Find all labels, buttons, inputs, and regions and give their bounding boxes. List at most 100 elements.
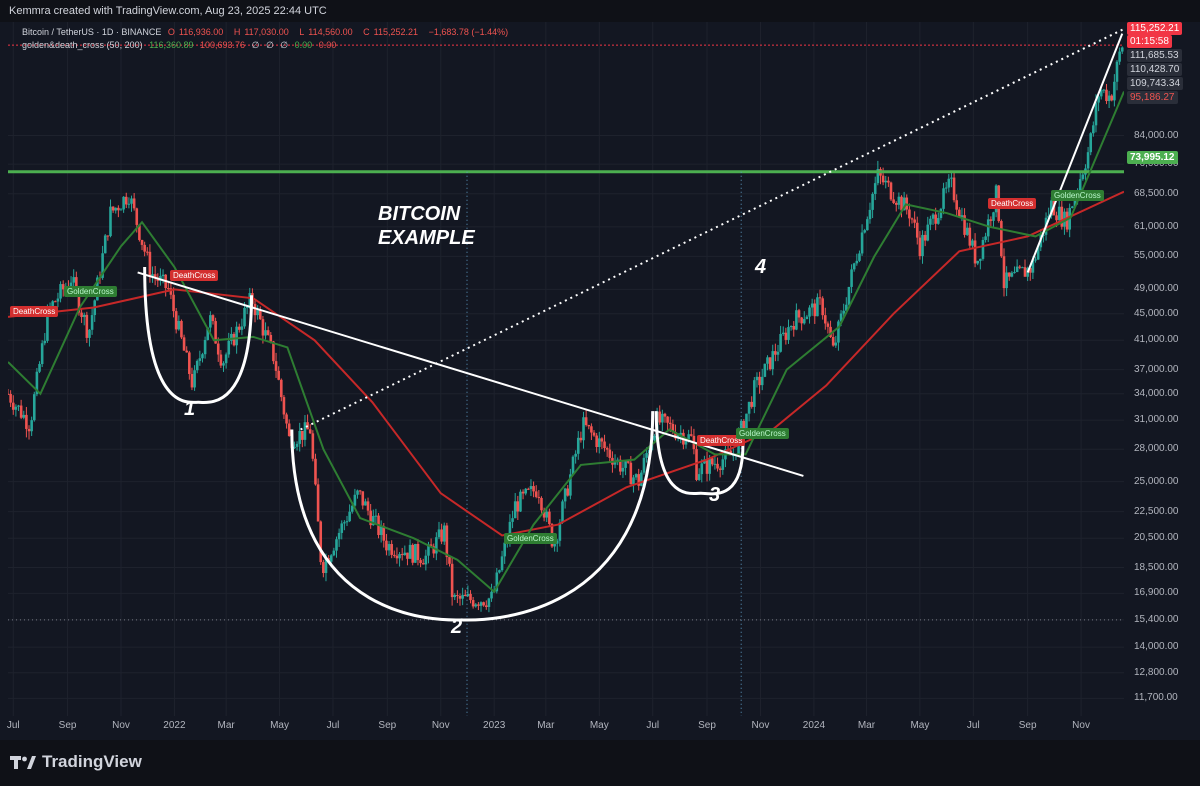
candle-body — [548, 511, 551, 524]
candle-body — [555, 540, 559, 544]
candle-body — [308, 429, 312, 434]
candle-body — [322, 562, 325, 574]
candle-body — [1078, 179, 1082, 191]
price-tick-label: 25,000.00 — [1134, 475, 1179, 487]
candle-body — [353, 494, 357, 506]
price-tick-label: 37,000.00 — [1134, 363, 1179, 375]
candle-body — [1028, 267, 1032, 273]
candle-body — [984, 236, 987, 241]
price-chart[interactable] — [8, 22, 1124, 716]
candle-body — [1107, 95, 1111, 102]
candle-body — [989, 219, 993, 221]
candle-body — [411, 544, 415, 563]
symbol-name: Bitcoin / TetherUS · 1D · BINANCE — [22, 27, 162, 37]
candle-body — [753, 380, 756, 407]
candle-body — [416, 543, 420, 561]
candle-body — [466, 593, 470, 596]
candle-body — [666, 416, 669, 423]
candle-body — [771, 351, 775, 370]
candle-body — [973, 240, 977, 264]
candle-body — [203, 339, 207, 355]
candle-body — [85, 314, 89, 338]
candle-body — [419, 560, 422, 564]
close-value: 115,252.21 — [373, 27, 419, 37]
candle-body — [792, 326, 796, 330]
candle-body — [561, 501, 564, 523]
candle-body — [1002, 256, 1006, 289]
candle-body — [668, 422, 672, 425]
candle-body — [640, 472, 643, 486]
candle-body — [1007, 272, 1011, 277]
candle-body — [429, 544, 433, 547]
neckline-trendline — [137, 271, 804, 477]
candle-body — [440, 529, 443, 542]
candle-body — [385, 540, 388, 551]
time-tick-label: Sep — [378, 720, 397, 731]
candle-body — [1113, 81, 1116, 101]
candle-body — [406, 552, 409, 559]
candle-body — [248, 293, 252, 307]
candle-body — [884, 180, 888, 183]
price-tick-label: 16,900.00 — [1134, 587, 1179, 599]
candle-body — [787, 327, 790, 340]
candle-body — [427, 544, 430, 556]
candle-body — [335, 539, 338, 551]
candle-body — [424, 555, 428, 565]
candle-body — [689, 434, 693, 436]
candle-body — [847, 286, 851, 305]
candle-body — [145, 251, 149, 253]
candle-body — [56, 298, 60, 302]
time-axis[interactable]: Jul Sep Nov 2022 Mar May Jul Sep Nov 2023 Mar May Ju… — [7, 716, 1124, 740]
time-tick-label: Nov — [431, 720, 450, 731]
candle-body — [371, 516, 375, 526]
candle-body — [813, 303, 817, 317]
candle-body — [59, 284, 62, 299]
golden-cross-marker: GoldenCross — [1051, 190, 1104, 201]
candle-body — [82, 314, 86, 318]
candle-body — [19, 405, 23, 418]
candle-body — [905, 197, 909, 210]
candle-body — [301, 430, 304, 440]
time-tick-label: Nov — [112, 720, 130, 731]
price-pane[interactable]: Bitcoin / TetherUS · 1D · BINANCE O 116,9… — [8, 22, 1124, 716]
candle-body — [350, 505, 354, 512]
death-cross-marker: DeathCross — [988, 198, 1037, 209]
candle-body — [298, 430, 302, 444]
pattern-label-4: 4 — [755, 256, 767, 278]
candle-body — [823, 315, 827, 324]
candle-body — [324, 558, 328, 574]
candle-body — [345, 521, 349, 523]
candle-body — [474, 604, 478, 607]
price-axis[interactable]: 84,000.0076,000.0068,500.0061,000.0055,0… — [1124, 22, 1200, 716]
candle-body — [185, 350, 189, 353]
candle-body — [576, 437, 580, 454]
candle-body — [224, 354, 228, 364]
tradingview-logo[interactable]: TradingView — [10, 752, 142, 772]
candle-body — [976, 260, 980, 264]
candle-body — [661, 413, 664, 423]
candle-body — [590, 426, 593, 433]
candle-body — [1099, 90, 1103, 97]
candle-body — [1021, 267, 1024, 269]
candle-body — [750, 401, 754, 407]
candle-body — [461, 594, 464, 599]
candle-body — [80, 312, 83, 318]
candle-body — [329, 555, 333, 562]
candle-body — [1105, 89, 1108, 102]
candle-body — [332, 550, 336, 556]
candle-body — [340, 523, 344, 533]
candle-body — [193, 370, 196, 388]
candle-body — [293, 446, 296, 449]
ma200-value: 100,693.76 — [200, 40, 246, 50]
candle-body — [608, 449, 612, 458]
candle-body — [209, 315, 212, 328]
candle-body — [747, 401, 751, 414]
time-tick-label: 2023 — [483, 720, 506, 731]
close-label: C — [363, 27, 370, 37]
candle-body — [1102, 89, 1106, 91]
candle-body — [931, 214, 935, 219]
price-tick-label: 14,000.00 — [1134, 641, 1179, 653]
candle-body — [138, 224, 141, 240]
candle-body — [1089, 133, 1093, 153]
candle-body — [1010, 272, 1014, 277]
